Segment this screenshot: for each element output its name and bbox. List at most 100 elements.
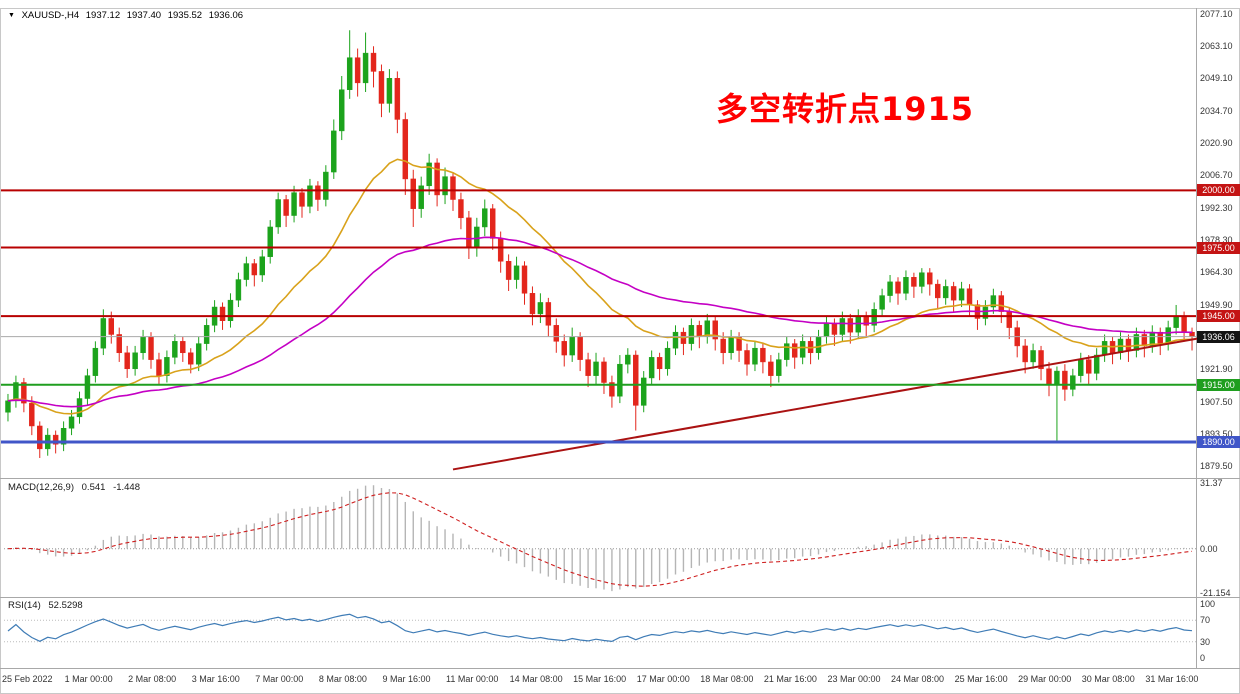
time-axis-label: 11 Mar 00:00 bbox=[446, 674, 499, 684]
candle-body bbox=[1046, 368, 1052, 386]
candle-body bbox=[529, 293, 536, 315]
price-axis-tick: 1893.50 bbox=[1200, 428, 1233, 439]
candle-body bbox=[1030, 350, 1036, 363]
time-axis-label: 8 Mar 08:00 bbox=[318, 674, 367, 684]
candle-body bbox=[966, 288, 973, 305]
time-axis-label: 24 Mar 08:00 bbox=[891, 674, 945, 684]
candle-body bbox=[879, 295, 885, 310]
candle-body bbox=[585, 359, 591, 376]
candle-body bbox=[100, 318, 107, 349]
candle-body bbox=[1070, 375, 1076, 390]
candle-body bbox=[815, 336, 822, 354]
candle-body bbox=[346, 57, 353, 90]
candle-body bbox=[418, 185, 424, 209]
ohlc-open: 1937.12 bbox=[85, 10, 121, 21]
time-axis-label: 9 Mar 16:00 bbox=[382, 674, 431, 684]
candle-body bbox=[1038, 350, 1044, 370]
ma-fast-line bbox=[7, 158, 1193, 415]
candle-body bbox=[68, 416, 75, 429]
price-axis-tick: 1949.90 bbox=[1200, 299, 1233, 310]
candle-body bbox=[640, 377, 647, 406]
candle-body bbox=[172, 341, 178, 358]
candle-body bbox=[283, 199, 289, 216]
price-tag: 2000.00 bbox=[1197, 184, 1240, 197]
dropdown-arrow-icon[interactable]: ▼ bbox=[8, 12, 15, 19]
annotation-text: 多空转折点1915 bbox=[716, 90, 975, 128]
window-border bbox=[0, 8, 1240, 694]
candle-body bbox=[195, 343, 202, 365]
candle-body bbox=[1181, 315, 1187, 333]
candle-body bbox=[760, 347, 766, 363]
candle-body bbox=[482, 208, 488, 228]
candle-body bbox=[1022, 345, 1028, 363]
candle-body bbox=[990, 295, 997, 308]
candle-body bbox=[52, 434, 59, 445]
time-axis-label: 7 Mar 00:00 bbox=[255, 674, 304, 684]
candle-body bbox=[895, 281, 901, 294]
candle-body bbox=[1006, 311, 1012, 328]
candle-body bbox=[164, 357, 170, 376]
time-axis-label: 29 Mar 00:00 bbox=[1018, 674, 1072, 684]
candle-body bbox=[839, 318, 846, 335]
ohlc-high: 1937.40 bbox=[126, 10, 162, 21]
candle-body bbox=[911, 277, 917, 287]
candle-body bbox=[656, 357, 663, 370]
candle-body bbox=[1054, 370, 1060, 386]
time-axis-label: 2 Mar 08:00 bbox=[128, 674, 177, 684]
candle-body bbox=[474, 226, 480, 248]
candle-body bbox=[950, 286, 957, 301]
candle-body bbox=[823, 322, 830, 338]
candle-body bbox=[251, 263, 258, 276]
candle-body bbox=[935, 283, 941, 299]
candle-body bbox=[219, 306, 226, 321]
price-axis-tick: 1879.50 bbox=[1200, 461, 1233, 471]
candle-body bbox=[625, 354, 631, 365]
candle-body bbox=[227, 299, 234, 321]
candle-body bbox=[791, 343, 798, 358]
candle-body bbox=[720, 338, 726, 354]
price-axis-tick: 1992.30 bbox=[1200, 202, 1233, 213]
ohlc-low: 1935.52 bbox=[167, 10, 203, 21]
candle-body bbox=[458, 199, 464, 219]
candle-body bbox=[688, 325, 695, 344]
candle-body bbox=[442, 176, 448, 196]
rsi-value: 52.5298 bbox=[48, 600, 83, 611]
candle-body bbox=[410, 178, 416, 209]
macd-name: MACD(12,26,9) bbox=[8, 482, 74, 493]
candle-body bbox=[1078, 359, 1084, 376]
candle-body bbox=[1101, 341, 1108, 356]
candle-body bbox=[569, 336, 575, 356]
macd-panel-label: MACD(12,26,9) 0.541 -1.448 bbox=[8, 482, 145, 493]
symbol-period-label: XAUUSD-,H4 bbox=[21, 10, 80, 21]
candle-body bbox=[37, 425, 43, 450]
candle-body bbox=[672, 331, 679, 349]
candle-body bbox=[728, 336, 734, 354]
candle-body bbox=[752, 347, 758, 365]
candle-body bbox=[108, 318, 115, 335]
time-axis-label: 31 Mar 16:00 bbox=[1145, 674, 1199, 684]
candle-body bbox=[394, 78, 401, 120]
candle-body bbox=[180, 341, 186, 354]
candle-body bbox=[259, 256, 265, 276]
candle-body bbox=[545, 302, 552, 326]
price-axis-tick: 2034.70 bbox=[1200, 105, 1233, 116]
candle-body bbox=[21, 382, 27, 404]
candle-body bbox=[1165, 327, 1171, 344]
candle-body bbox=[116, 334, 122, 354]
candle-body bbox=[140, 336, 146, 354]
price-tag: 1936.06 bbox=[1197, 330, 1240, 343]
candle-body bbox=[1085, 359, 1092, 374]
candle-body bbox=[768, 361, 774, 376]
macd-axis-tick: 0.00 bbox=[1200, 543, 1218, 554]
candle-body bbox=[847, 318, 854, 333]
candle-body bbox=[831, 322, 838, 335]
candle-body bbox=[402, 119, 409, 180]
price-axis-tick: 2077.10 bbox=[1200, 9, 1233, 19]
price-axis-tick: 2020.90 bbox=[1200, 137, 1233, 148]
candle-body bbox=[648, 357, 655, 379]
candle-body bbox=[903, 277, 909, 294]
candle-body bbox=[919, 272, 925, 287]
time-axis-label: 18 Mar 08:00 bbox=[700, 674, 754, 684]
candle-body bbox=[609, 382, 615, 397]
